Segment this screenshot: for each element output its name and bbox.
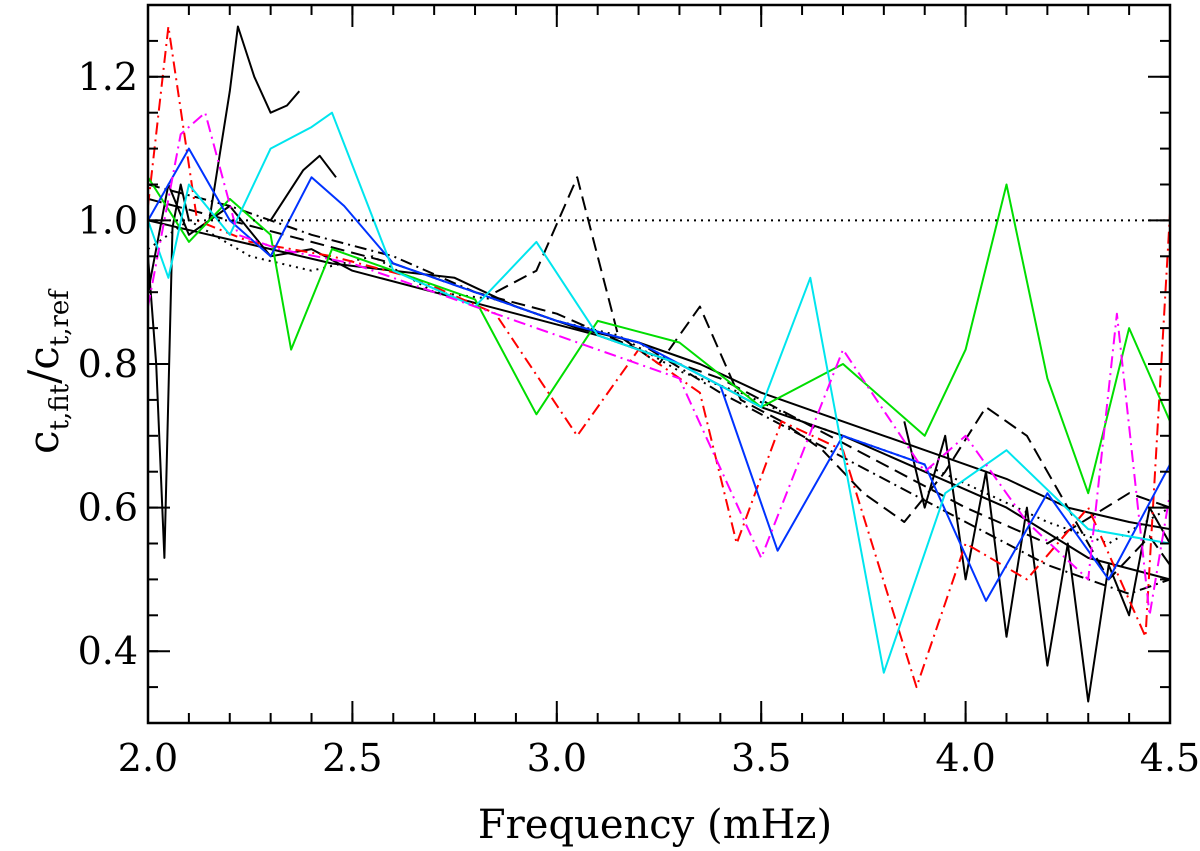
y-tick-label: 1.2 <box>78 55 138 99</box>
series-line-black-spike-low <box>148 183 190 559</box>
y-label-sub-fit: t,fit <box>45 383 75 430</box>
tick-layer: 2.0 2.5 3.0 3.5 4.0 4.5 0.4 0.6 0.8 1.0 1.2 <box>78 4 1200 780</box>
y-tick-label: 0.8 <box>78 342 138 386</box>
series-line-black-dashdot-1 <box>148 183 1170 595</box>
x-tick-label: 3.0 <box>527 736 587 780</box>
series-line-magenta <box>148 111 1170 617</box>
series-line-black-upper-run <box>208 25 301 221</box>
series-line-blue <box>148 147 1170 602</box>
y-tick-label: 1.0 <box>78 198 138 242</box>
series-line-black-high-freq <box>903 421 1170 703</box>
series-line-black-solid-1 <box>148 219 1170 531</box>
y-label-c1: c <box>19 430 68 454</box>
series-layer <box>148 25 1170 703</box>
series-line-black-solid-2 <box>148 183 1170 581</box>
series-line-cyan <box>148 111 1170 674</box>
y-tick-label: 0.6 <box>78 486 138 530</box>
series-line-black-dashed-2 <box>495 176 1170 581</box>
x-tick-label: 3.5 <box>731 736 791 780</box>
y-tick-label: 0.4 <box>78 629 138 673</box>
y-label-slash: / <box>19 369 68 384</box>
x-tick-label: 2.0 <box>118 736 178 780</box>
y-axis-label: ct,fit/ct,ref <box>19 288 75 454</box>
series-line-black-upper-run-2 <box>269 154 337 221</box>
x-tick-label: 2.5 <box>322 736 382 780</box>
y-label-sub-ref: t,ref <box>45 288 75 347</box>
x-tick-label: 4.5 <box>1140 736 1200 780</box>
series-line-black-dotted-1 <box>148 219 1170 545</box>
x-tick-label: 4.0 <box>935 736 995 780</box>
y-label-c2: c <box>19 346 68 370</box>
series-line-red <box>148 25 1170 689</box>
series-line-green <box>148 176 1170 495</box>
x-axis-label: Frequency (mHz) <box>478 802 832 848</box>
